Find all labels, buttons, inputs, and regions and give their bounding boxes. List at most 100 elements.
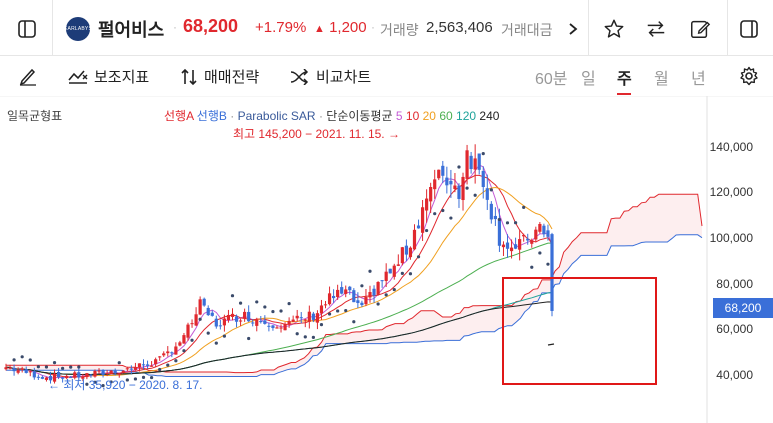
psar-dot (238, 301, 243, 305)
candle-body (247, 311, 251, 322)
chevron-right-icon[interactable] (563, 19, 583, 39)
psar-dot (384, 293, 388, 297)
candle-body (299, 317, 303, 319)
compare-chart-button[interactable]: 비교차트 (290, 66, 371, 87)
candle-body (433, 179, 437, 190)
candle-body (12, 367, 16, 372)
star-icon[interactable] (602, 17, 626, 41)
psar-dot (85, 382, 89, 386)
candle-body (24, 369, 28, 373)
psar-dot (311, 335, 315, 339)
psar-dot (158, 367, 162, 372)
candle-body (89, 374, 93, 376)
candle-body (230, 313, 235, 317)
psar-dot (198, 317, 202, 321)
candle-body (137, 363, 142, 368)
volume-label: 거래량 (380, 22, 419, 38)
psar-dot (392, 287, 396, 292)
candle-body (279, 327, 283, 329)
stock-name[interactable]: 펄어비스 (98, 20, 165, 40)
candle-body (522, 234, 526, 237)
psar-dot (214, 341, 218, 345)
y-tick-label: 40,000 (716, 368, 753, 382)
compare-arrows-icon[interactable] (644, 17, 668, 41)
psar-dot (271, 309, 275, 314)
period-week[interactable]: 주 (617, 71, 632, 88)
candle-body (356, 300, 360, 304)
candle-body (323, 304, 328, 306)
gear-icon[interactable] (737, 64, 761, 88)
psar-dot (93, 380, 97, 384)
candle-body (210, 312, 214, 316)
candle-body (105, 373, 109, 375)
psar-dot (125, 378, 129, 382)
candle-body (303, 319, 307, 321)
up-arrow-icon: ▲ (314, 23, 325, 35)
y-tick-label: 60,000 (716, 322, 753, 336)
candle-body (360, 302, 364, 306)
candle-body (509, 247, 514, 252)
price-chart[interactable] (0, 96, 773, 423)
psar-dot (77, 365, 81, 369)
candle-body (473, 158, 477, 170)
legend-span-a: 선행A (164, 109, 194, 123)
strategy-label: 매매전략 (204, 69, 260, 86)
candle-body (485, 188, 489, 200)
candle-body (36, 376, 40, 378)
legend-ma-5: 5 (395, 109, 403, 123)
psar-dot (69, 365, 73, 369)
moving-average-line (5, 186, 553, 376)
candle-body (497, 218, 502, 246)
psar-dot (255, 300, 259, 304)
period-year[interactable]: 년 (691, 71, 706, 88)
candle-body (550, 234, 554, 311)
candle-body (186, 324, 190, 338)
pen-icon[interactable] (16, 64, 40, 88)
candle-body (93, 370, 97, 377)
period-month[interactable]: 월 (654, 71, 669, 88)
candle-body (534, 229, 538, 240)
edit-icon[interactable] (688, 17, 712, 41)
psar-dot (295, 332, 299, 336)
psar-dot (522, 205, 526, 209)
sidebar-toggle-icon[interactable] (16, 18, 38, 40)
candle-body (453, 185, 457, 190)
candle-body (518, 239, 522, 250)
period-60min[interactable]: 60분 (535, 71, 568, 88)
period-day[interactable]: 일 (581, 71, 596, 88)
candle-body (16, 370, 20, 373)
span-b-line (6, 234, 703, 377)
high-annotation: 최고 145,200 − 2021. 11. 15. → (233, 127, 400, 141)
candle-body (178, 342, 182, 346)
legend-ma-10: 10 (405, 109, 420, 123)
psar-dot (514, 221, 518, 225)
indicator-button[interactable]: 보조지표 (68, 66, 149, 87)
candle-body (546, 230, 550, 237)
candle-body (530, 240, 534, 244)
candle-body (420, 207, 425, 233)
candle-body (469, 155, 473, 170)
candle-body (101, 370, 105, 375)
candle-body (538, 223, 542, 232)
strategy-button[interactable]: 매매전략 (180, 66, 259, 87)
psar-dot (368, 269, 372, 273)
panel-icon[interactable] (738, 18, 760, 40)
legend-psar: Parabolic SAR (237, 109, 316, 123)
candle-body (372, 288, 376, 296)
psar-dot (505, 221, 510, 225)
candle-body (238, 320, 243, 322)
logo-text: PEARLABYSS (60, 26, 96, 32)
psar-dot (441, 208, 445, 213)
candle-body (65, 375, 69, 379)
psar-dot (182, 349, 186, 353)
psar-dot (44, 365, 49, 369)
candle-body (109, 370, 113, 375)
candle-body (477, 153, 481, 170)
psar-dot (303, 335, 307, 339)
candle-body (445, 177, 449, 186)
psar-dot (497, 217, 502, 222)
candle-body (125, 368, 129, 370)
candle-body (8, 367, 12, 369)
psar-dot (360, 284, 364, 288)
span-a-line (6, 193, 703, 374)
